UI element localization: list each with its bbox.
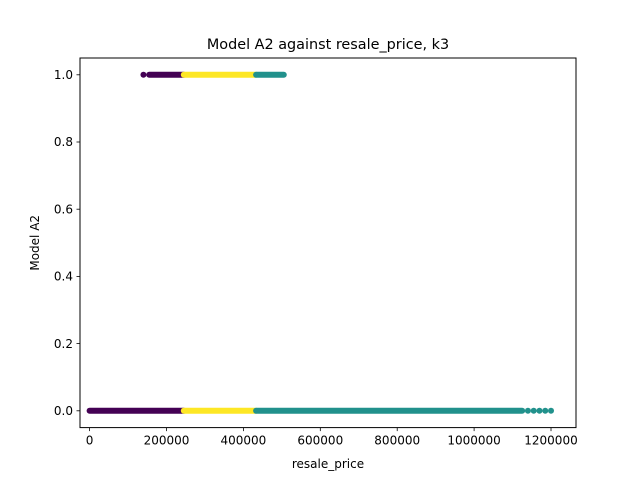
x-tick-label: 1200000 — [524, 434, 577, 448]
y-tick-label: 0.6 — [54, 202, 73, 216]
scatter-point — [536, 407, 543, 414]
x-tick-label: 0 — [86, 434, 94, 448]
scatter-point — [140, 71, 147, 78]
y-axis-label: Model A2 — [28, 215, 42, 271]
x-tick-label: 800000 — [374, 434, 420, 448]
x-tick-label: 600000 — [297, 434, 343, 448]
scatter-point — [530, 407, 537, 414]
y-tick-label: 1.0 — [54, 68, 73, 82]
x-axis-label: resale_price — [292, 457, 364, 471]
y-axis: 0.0 0.2 0.4 0.6 0.8 1.0 — [54, 68, 80, 418]
x-tick-label: 1000000 — [447, 434, 500, 448]
plot-marks — [86, 71, 555, 414]
x-axis: 0 200000 400000 600000 800000 1000000 1200000 — [86, 427, 578, 448]
x-tick-label: 200000 — [144, 434, 190, 448]
y-tick-label: 0.2 — [54, 337, 73, 351]
plot-frame — [79, 57, 577, 429]
y-tick-label: 0.4 — [54, 270, 73, 284]
scatter-point — [542, 407, 549, 414]
scatter-point — [548, 407, 555, 414]
scatter-point — [524, 407, 531, 414]
y-tick-label: 0.0 — [54, 404, 73, 418]
y-tick-label: 0.8 — [54, 135, 73, 149]
x-tick-label: 400000 — [221, 434, 267, 448]
chart-title: Model A2 against resale_price, k3 — [207, 37, 449, 53]
